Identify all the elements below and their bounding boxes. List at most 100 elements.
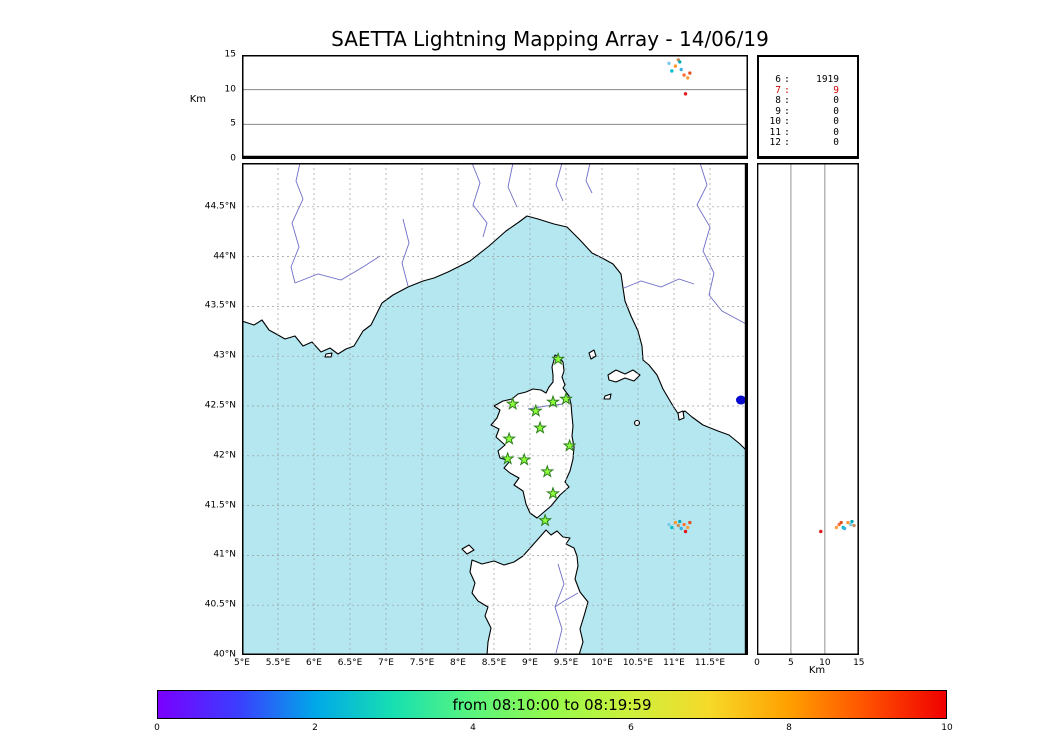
map-plot (242, 163, 748, 655)
lat-altitude-xtick-label: 0 (754, 658, 760, 668)
vhf-source-dot (685, 76, 690, 80)
coastline-continent (242, 163, 748, 453)
vhf-source-dot (850, 519, 854, 524)
vhf-source-dot (673, 520, 678, 525)
map-panel (242, 163, 748, 655)
lat-tick-label: 42.5°N (204, 400, 236, 411)
vhf-source-dot (819, 529, 823, 534)
lat-altitude-panel (757, 163, 859, 655)
vhf-source-dot (676, 523, 681, 528)
graticule (242, 163, 748, 655)
station-star-marker (551, 351, 566, 366)
vhf-source-dot (679, 526, 683, 531)
lat-tick-label: 43.5°N (204, 300, 236, 311)
river (401, 218, 410, 287)
colorbar-tick-label: 2 (312, 723, 318, 733)
station-star-marker (538, 513, 553, 527)
lat-tick-label: 44°N (213, 251, 236, 262)
colorbar-tick-label: 6 (628, 723, 634, 733)
stats-row: 10: 0 (759, 116, 857, 128)
vhf-source-dot (682, 522, 686, 527)
station-star-marker (540, 464, 555, 478)
vhf-source-dot (683, 529, 688, 534)
lat-tick-label: 40.5°N (204, 599, 236, 610)
stats-cell: 0 (833, 137, 839, 148)
stats-cell: 7 (775, 84, 781, 96)
river (527, 403, 564, 410)
colorbar-tick-label: 10 (941, 723, 953, 733)
station-markers-layer (500, 351, 577, 527)
lat-tick-label: 43°N (213, 350, 236, 361)
stats-cell: 9 (775, 105, 781, 117)
lake-marker (735, 395, 746, 405)
altitude-ytick-label: 10 (224, 84, 236, 95)
colorbar-tick-label: 4 (470, 723, 476, 733)
lon-tick-label: 9.5°E (553, 658, 579, 668)
lon-tick-label: 7.5°E (409, 658, 435, 668)
stats-row: 11: 0 (759, 126, 857, 139)
altitude-ytick-label: 0 (230, 153, 236, 164)
stats-row: 6: 1919 (759, 74, 857, 86)
stats-row: 9: 0 (759, 105, 857, 118)
island-porquerolles (324, 352, 333, 358)
station-star-marker (545, 394, 561, 408)
vhf-source-dot (842, 526, 847, 531)
lat-altitude-xtick-label: 10 (819, 658, 831, 668)
river (294, 255, 381, 284)
colorbar-tick-label: 0 (154, 723, 160, 733)
station-star-marker (500, 451, 515, 465)
vhf-source-dot (678, 519, 682, 524)
vhf-sources-layer (667, 519, 692, 534)
colorbar-label: from 08:10:00 to 08:19:59 (452, 695, 652, 714)
altitude-panel (242, 55, 748, 159)
altitude-axis-label: Km (189, 94, 206, 105)
vhf-source-dot (667, 61, 671, 66)
river (471, 163, 488, 238)
lon-tick-label: 11.5°E (694, 658, 726, 668)
station-star-marker (559, 391, 573, 405)
station-star-marker (546, 486, 561, 500)
vhf-source-dot (683, 92, 688, 96)
river (623, 278, 695, 289)
lon-tick-label: 11°E (663, 658, 685, 668)
lon-tick-label: 6.5°E (337, 658, 363, 668)
lat-tick-label: 42°N (213, 450, 236, 461)
vhf-source-dot (688, 71, 692, 75)
time-colorbar: from 08:10:00 to 08:19:59 (157, 690, 947, 719)
lon-tick-label: 5°E (234, 658, 250, 668)
lon-tick-label: 6°E (306, 658, 322, 668)
vhf-source-dot (682, 73, 686, 77)
stats-rows: 6:1919 7:9 8:0 9:0 10:0 11:0 12:0 (759, 74, 857, 149)
river (290, 163, 304, 284)
river (696, 163, 748, 326)
station-star-marker (502, 431, 517, 445)
vhf-source-dot (679, 67, 683, 72)
vhf-source-dot (852, 523, 856, 528)
vhf-source-dot (678, 60, 682, 64)
altitude-ytick-label: 15 (224, 49, 236, 60)
stats-cell: 0 (833, 126, 839, 138)
river (585, 163, 593, 194)
lake-layer (735, 395, 746, 405)
vhf-source-dot (848, 522, 853, 527)
lat-altitude-plot (757, 163, 859, 655)
vhf-source-dot (670, 525, 674, 530)
lon-tick-label: 8°E (450, 658, 466, 668)
lon-tick-label: 7°E (378, 658, 394, 668)
lat-altitude-xtick-label: 5 (788, 658, 794, 668)
vhf-source-dot (839, 520, 843, 525)
stats-cell: 11 (769, 126, 781, 138)
station-star-marker (533, 420, 548, 434)
stats-cell: 0 (833, 116, 839, 127)
lat-altitude-xtick-label: 15 (853, 658, 865, 668)
river (507, 163, 518, 208)
stats-cell: : (784, 116, 790, 127)
island-asinara (461, 544, 475, 555)
lon-tick-label: 9°E (522, 658, 538, 668)
stats-row: 12: 0 (759, 137, 857, 149)
stats-cell: 0 (833, 105, 839, 117)
stats-cell: 1919 (816, 74, 839, 85)
lat-altitude-frame (757, 163, 859, 655)
stats-cell: 6 (775, 74, 781, 85)
stats-cell: : (784, 137, 790, 148)
